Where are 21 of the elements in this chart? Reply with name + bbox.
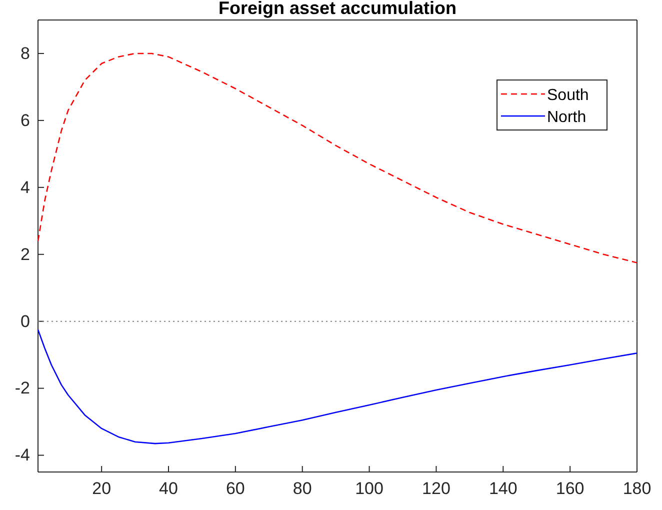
legend-label: South	[547, 87, 589, 104]
y-tick-label: -4	[14, 446, 30, 465]
y-tick-label: 4	[20, 178, 30, 197]
y-tick-label: 2	[20, 244, 30, 264]
x-tick-label: 180	[622, 479, 652, 498]
y-tick-label: 8	[20, 44, 30, 63]
legend-label: North	[547, 109, 586, 126]
x-tick-label: 40	[159, 479, 178, 498]
x-tick-label: 80	[292, 479, 312, 498]
x-tick-label: 140	[488, 479, 518, 498]
y-tick-label: -2	[14, 378, 30, 398]
x-tick-label: 60	[226, 479, 245, 498]
y-tick-label: 0	[20, 312, 30, 331]
y-tick-label: 6	[20, 110, 30, 130]
line-series	[37, 52, 638, 264]
x-tick-label: 20	[92, 479, 112, 498]
x-tick-label: 160	[556, 479, 584, 498]
x-tick-label: 120	[422, 479, 450, 498]
x-tick-label: 100	[355, 479, 384, 498]
line-series	[37, 329, 638, 444]
chart-title: Foreign asset accumulation	[218, 0, 457, 18]
